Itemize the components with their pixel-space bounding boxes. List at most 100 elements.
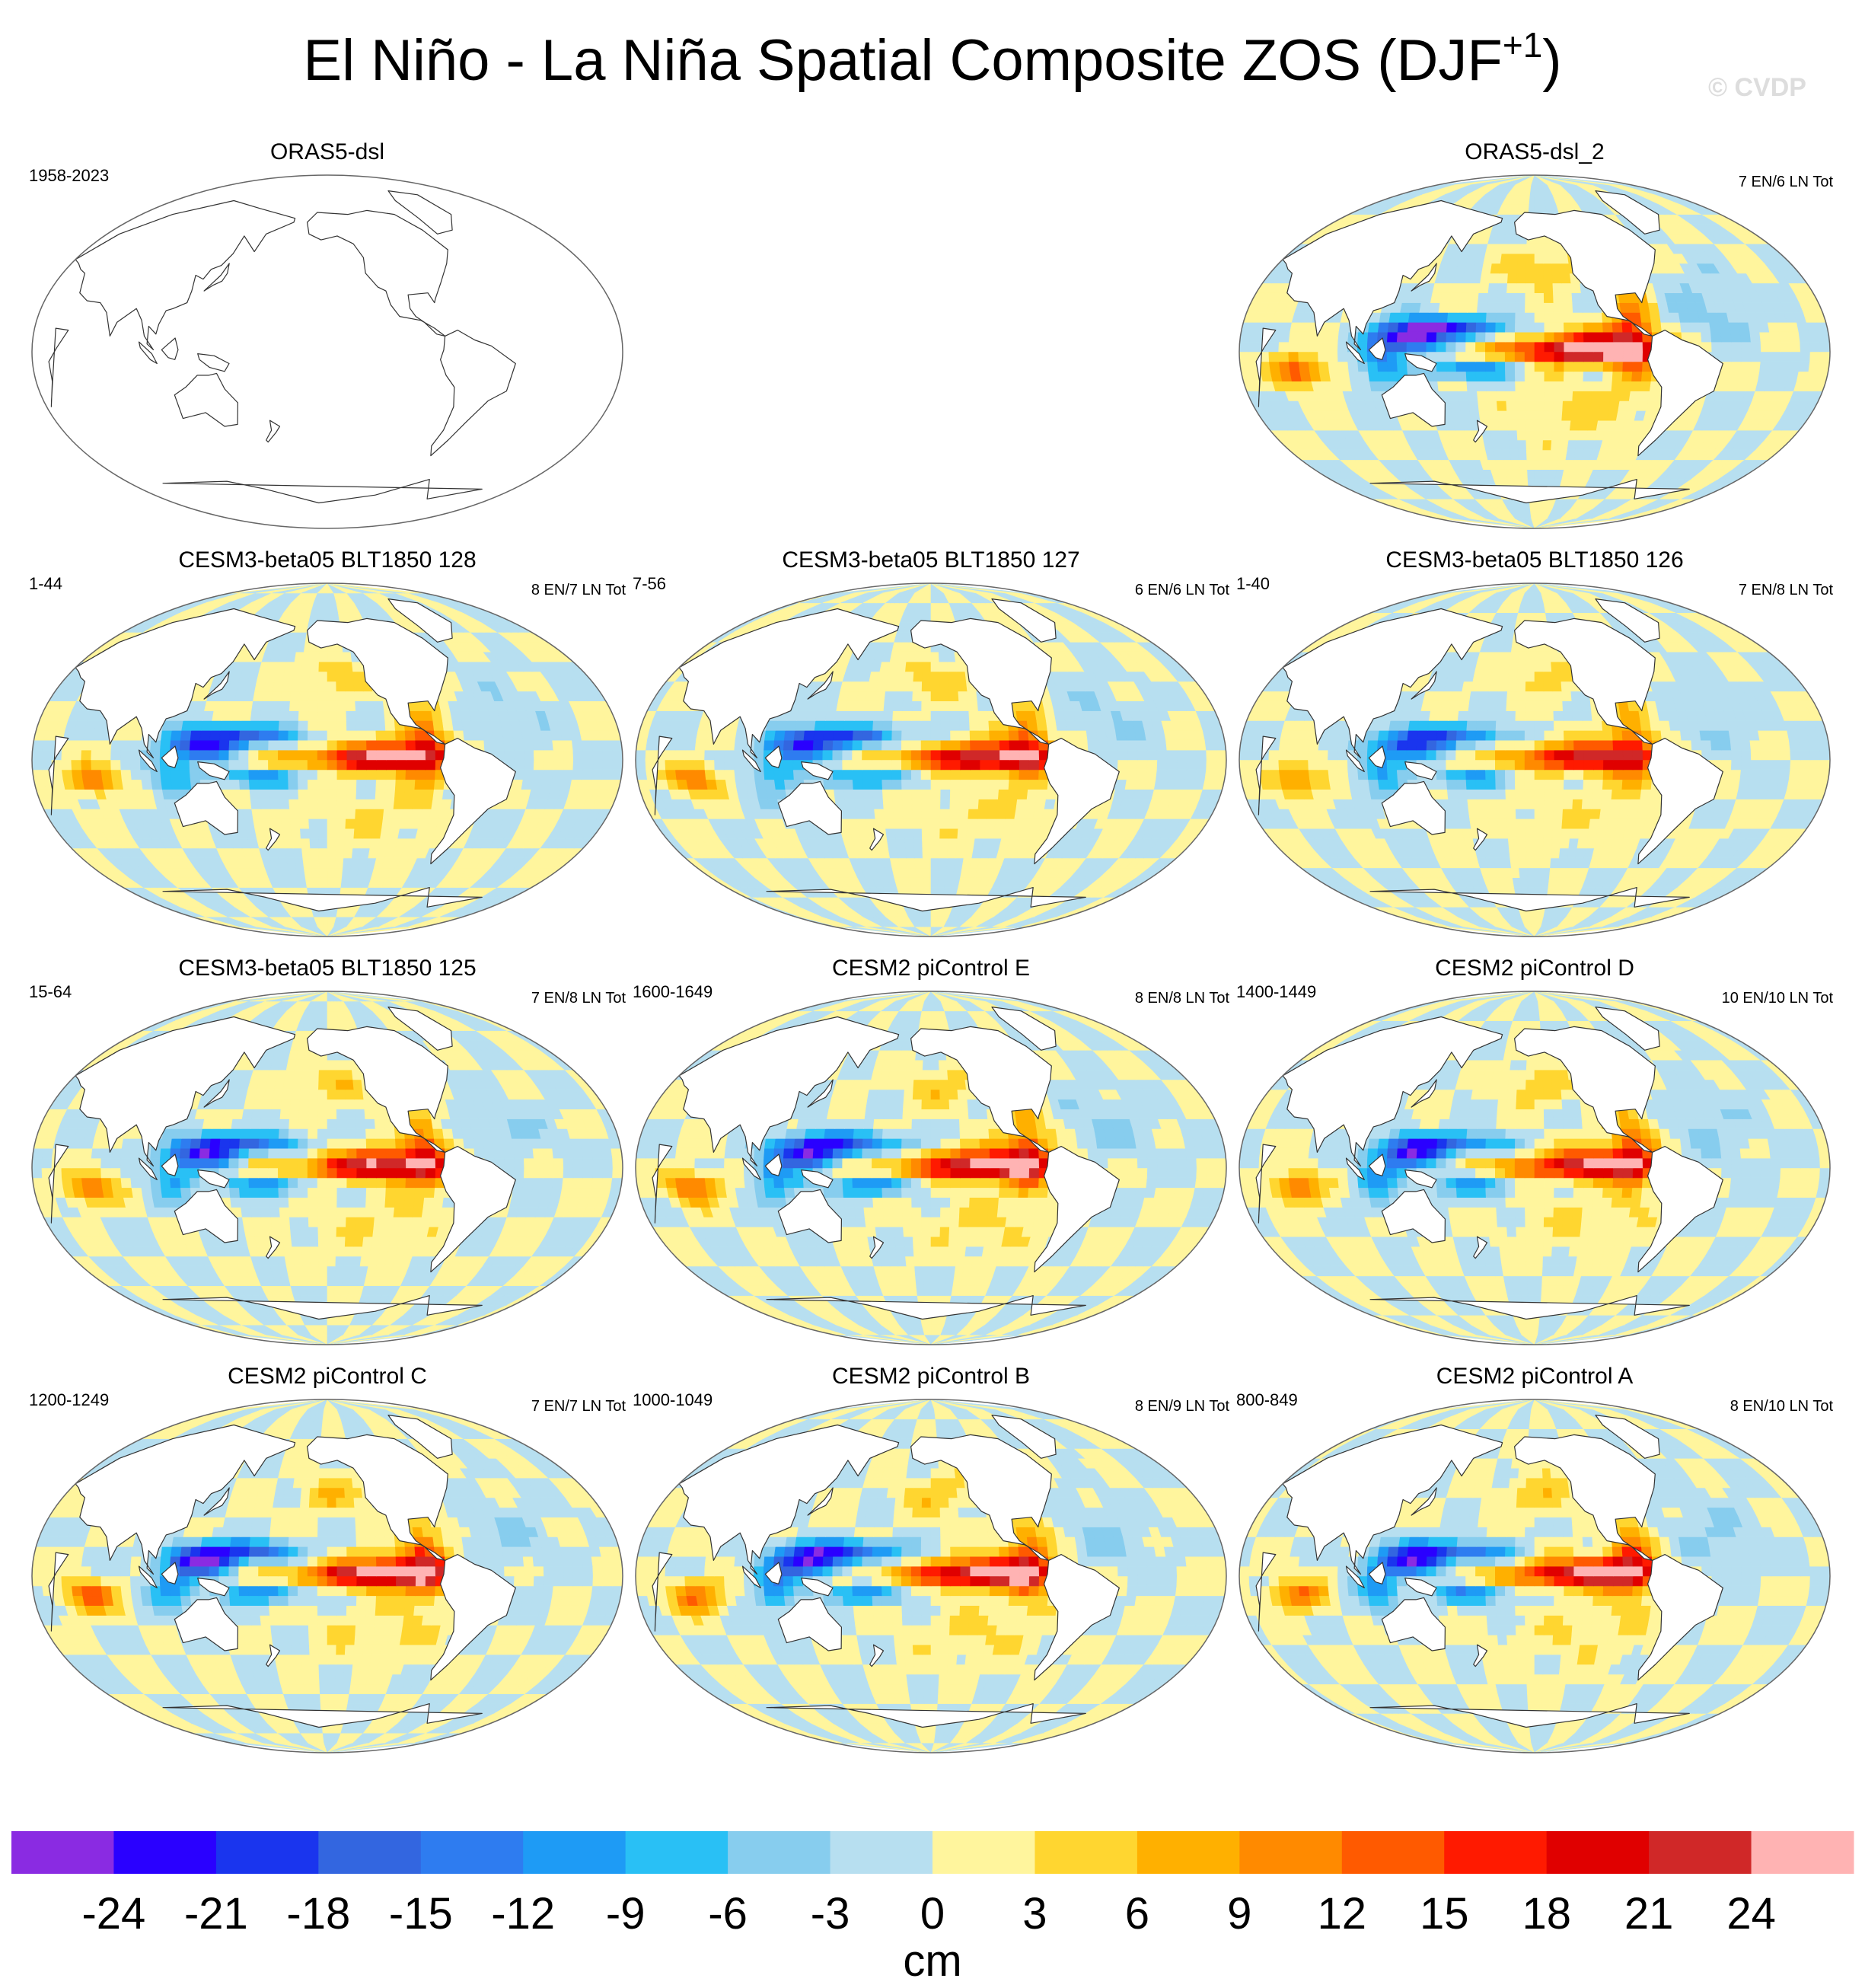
map-border (1239, 174, 1831, 529)
land-sumatra (741, 1157, 761, 1181)
map (1239, 582, 1831, 937)
colorbar-swatch (113, 1831, 217, 1874)
land-borneo (161, 1154, 179, 1176)
map-border (31, 1399, 623, 1753)
map (1239, 1399, 1831, 1753)
land-south-america (1637, 1554, 1723, 1681)
panel-years-label: 1958-2023 (29, 166, 109, 186)
map-panel: ORAS5-dsl 1958-2023 (23, 139, 632, 534)
land-antarctica (1369, 1703, 1690, 1728)
land-new-zealand (266, 420, 281, 443)
colorbar-tick-label: 9 (1227, 1889, 1251, 1939)
panel-title: CESM2 piControl C (23, 1363, 632, 1390)
land-north-america (1514, 617, 1656, 745)
map (31, 582, 623, 937)
land-australia (777, 1189, 842, 1243)
land-japan (203, 263, 230, 292)
land-north-america (307, 209, 448, 337)
map-panel: CESM3-beta05 BLT1850 125 15-64 7 EN/8 LN T… (23, 955, 632, 1351)
land-south-america (1034, 1554, 1120, 1681)
land-borneo (764, 745, 783, 768)
panel-title: CESM2 piControl B (626, 1363, 1235, 1390)
land-asia (75, 1016, 296, 1166)
map (1239, 991, 1831, 1345)
land-new-zealand (1473, 1236, 1488, 1259)
land-sumatra (138, 749, 158, 773)
land-africa-east (1255, 327, 1277, 407)
copyright-watermark: © CVDP (1708, 73, 1806, 103)
land-africa-east (48, 1144, 69, 1224)
panel-event-counts: 8 EN/9 LN Tot (1135, 1398, 1229, 1415)
land-new-guinea (1404, 1170, 1437, 1189)
land-africa-east (1255, 736, 1277, 815)
panel-event-counts: 6 EN/6 LN Tot (1135, 582, 1229, 599)
colorbar-tick-label: -24 (81, 1889, 145, 1939)
land-sumatra (741, 1565, 761, 1589)
land-new-zealand (869, 1236, 885, 1259)
land-australia (777, 780, 842, 835)
land-new-guinea (1404, 761, 1437, 780)
land-australia (777, 1597, 842, 1651)
land-new-guinea (801, 761, 834, 780)
land-borneo (161, 745, 179, 768)
land-borneo (161, 337, 179, 360)
map-panel: CESM2 piControl C 1200-1249 7 EN/7 LN Tot (23, 1363, 632, 1759)
colorbar-swatch (420, 1831, 524, 1874)
land-australia (1381, 780, 1446, 835)
land-borneo (161, 1562, 179, 1584)
land-north-america (910, 1434, 1052, 1561)
map-panel: CESM2 piControl D 1400-1449 10 EN/10 LN To… (1230, 955, 1839, 1351)
colorbar-tick-label: -12 (491, 1889, 555, 1939)
land-antarctica (1369, 479, 1690, 504)
panel-years-label: 1000-1049 (633, 1390, 713, 1410)
panel-event-counts: 7 EN/7 LN Tot (531, 1398, 626, 1415)
colorbar-tick-label: -18 (286, 1889, 350, 1939)
land-new-guinea (197, 761, 230, 780)
panel-title: CESM2 piControl A (1230, 1363, 1839, 1390)
map-border (1239, 1399, 1831, 1753)
land-new-guinea (801, 1578, 834, 1597)
land-africa-east (48, 736, 69, 815)
land-south-america (1637, 330, 1723, 457)
land-greenland (1595, 1007, 1660, 1051)
panel-years-label: 1-44 (29, 574, 62, 594)
map-panel: CESM2 piControl B 1000-1049 8 EN/9 LN Tot (626, 1363, 1235, 1759)
panel-title: CESM3-beta05 BLT1850 127 (626, 547, 1235, 574)
land-asia (678, 1424, 900, 1575)
land-north-america (910, 617, 1052, 745)
map (635, 1399, 1227, 1753)
panel-title: CESM2 piControl D (1230, 955, 1839, 982)
land-sumatra (138, 1565, 158, 1589)
colorbar-swatch (1546, 1831, 1650, 1874)
land-asia (1282, 608, 1503, 758)
colorbar-swatch (1239, 1831, 1343, 1874)
map (31, 174, 623, 529)
land-south-america (430, 1554, 516, 1681)
colorbar-tick-label: -21 (184, 1889, 248, 1939)
colorbar-units-label: cm (903, 1936, 961, 1986)
land-south-america (430, 1146, 516, 1273)
land-australia (174, 1189, 238, 1243)
land-new-zealand (1473, 828, 1488, 851)
land-japan (1411, 263, 1437, 292)
land-borneo (764, 1562, 783, 1584)
panel-years-label: 1-40 (1236, 574, 1270, 594)
figure-title-superscript: +1 (1503, 25, 1542, 65)
land-sumatra (1345, 1157, 1365, 1181)
land-north-america (1514, 1434, 1656, 1561)
panel-title: ORAS5-dsl_2 (1230, 139, 1839, 166)
land-borneo (1368, 745, 1386, 768)
map-panel: CESM3-beta05 BLT1850 128 1-44 8 EN/7 LN To… (23, 547, 632, 943)
land-greenland (1595, 1415, 1660, 1459)
land-sumatra (1345, 1565, 1365, 1589)
colorbar-tick-label: -15 (389, 1889, 453, 1939)
land-asia (1282, 199, 1503, 350)
panel-event-counts: 7 EN/8 LN Tot (531, 990, 626, 1007)
land-antarctica (1369, 1295, 1690, 1320)
panel-title: CESM2 piControl E (626, 955, 1235, 982)
land-greenland (387, 1007, 453, 1051)
panel-years-label: 800-849 (1236, 1390, 1298, 1410)
map (1239, 174, 1831, 529)
land-japan (203, 671, 230, 700)
panel-event-counts: 8 EN/10 LN Tot (1730, 1398, 1833, 1415)
